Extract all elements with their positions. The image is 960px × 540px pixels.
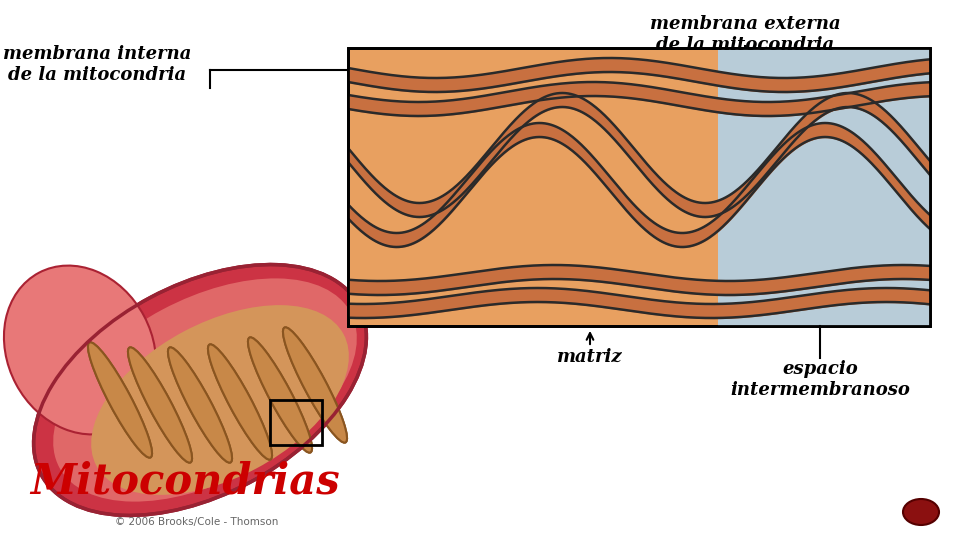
Ellipse shape	[4, 266, 156, 434]
Text: membrana externa
de la mitocondria: membrana externa de la mitocondria	[650, 15, 840, 54]
Ellipse shape	[903, 499, 939, 525]
Ellipse shape	[88, 342, 152, 457]
Text: © 2006 Brooks/Cole - Thomson: © 2006 Brooks/Cole - Thomson	[115, 517, 278, 527]
Ellipse shape	[248, 338, 312, 453]
Ellipse shape	[34, 265, 367, 516]
Text: espacio
intermembranoso: espacio intermembranoso	[730, 360, 910, 399]
Ellipse shape	[168, 347, 232, 463]
Ellipse shape	[128, 347, 192, 463]
Ellipse shape	[208, 345, 272, 460]
Bar	[717, 48, 930, 326]
Text: matriz: matriz	[557, 348, 623, 366]
Bar	[348, 48, 930, 326]
Ellipse shape	[168, 347, 232, 463]
Ellipse shape	[208, 345, 272, 460]
Ellipse shape	[128, 347, 192, 463]
Bar	[270, 400, 322, 445]
Text: membrana interna
de la mitocondria: membrana interna de la mitocondria	[3, 45, 191, 84]
Ellipse shape	[283, 327, 347, 443]
Ellipse shape	[283, 327, 347, 443]
Bar	[348, 48, 930, 326]
Ellipse shape	[248, 338, 312, 453]
Ellipse shape	[91, 305, 348, 495]
Ellipse shape	[53, 279, 357, 502]
Ellipse shape	[88, 342, 152, 457]
Text: Mitocondrias: Mitocondrias	[30, 460, 340, 502]
